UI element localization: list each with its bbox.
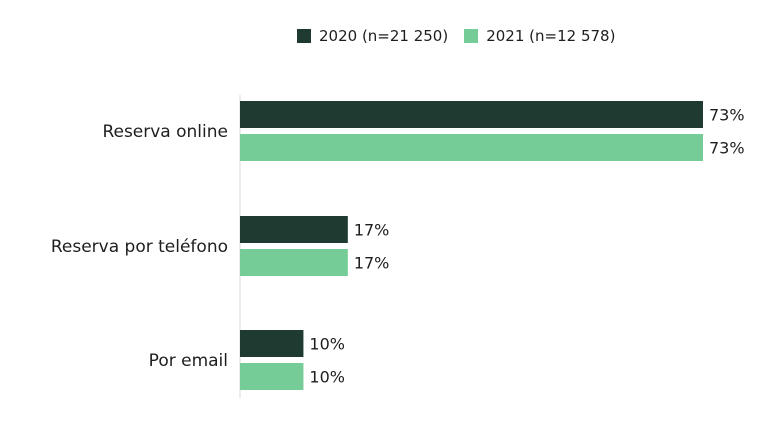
chart-legend: 2020 (n=21 250) 2021 (n=12 578) bbox=[297, 27, 631, 45]
bar-value-label: 10% bbox=[309, 368, 345, 387]
bar-value-label: 17% bbox=[354, 221, 390, 240]
bar-value-label: 73% bbox=[709, 139, 745, 158]
bar-2021 bbox=[240, 134, 703, 161]
legend-label-2020: 2020 (n=21 250) bbox=[319, 27, 449, 45]
bar-2020 bbox=[240, 101, 703, 128]
legend-swatch-2020 bbox=[297, 29, 311, 43]
category-label: Reserva online bbox=[102, 122, 228, 142]
legend-item-2020: 2020 (n=21 250) bbox=[297, 27, 448, 45]
bar-value-label: 10% bbox=[309, 335, 345, 354]
bar-2021 bbox=[240, 249, 348, 276]
bar-2021 bbox=[240, 363, 304, 390]
legend-swatch-2021 bbox=[464, 29, 479, 43]
category-label: Por email bbox=[149, 351, 228, 371]
bar-2020 bbox=[240, 216, 348, 243]
category-label: Reserva por teléfono bbox=[51, 237, 228, 257]
legend-item-2021: 2021 (n=12 578) bbox=[464, 27, 615, 45]
bar-value-label: 17% bbox=[354, 254, 390, 273]
bar-2020 bbox=[240, 330, 304, 357]
legend-label-2021: 2021 (n=12 578) bbox=[486, 27, 616, 45]
bar-value-label: 73% bbox=[709, 106, 745, 125]
